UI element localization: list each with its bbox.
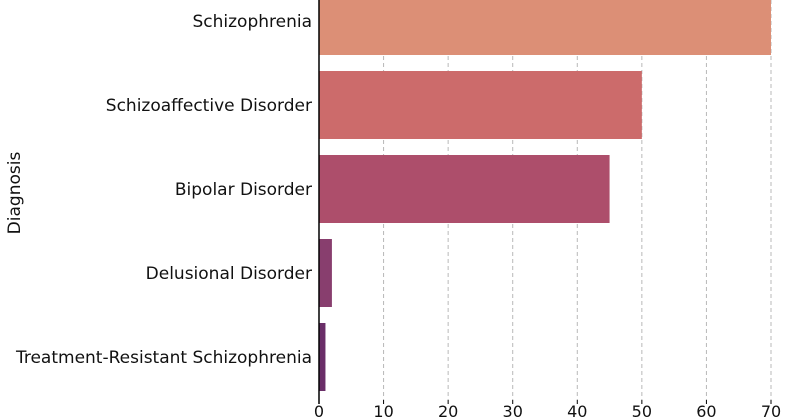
bar (319, 239, 332, 307)
bars (319, 0, 771, 391)
x-tick-label: 40 (567, 402, 587, 419)
category-label: Schizophrenia (192, 12, 312, 32)
bar (319, 71, 642, 139)
bar (319, 323, 326, 391)
y-axis-title: Diagnosis (5, 152, 25, 235)
category-labels: Schizophrenia Schizoaffective Disorder Bip… (15, 12, 312, 368)
category-label: Treatment-Resistant Schizophrenia (15, 348, 312, 368)
bar (319, 155, 610, 223)
category-label: Delusional Disorder (146, 264, 312, 284)
category-label: Schizoaffective Disorder (106, 96, 312, 116)
category-label: Bipolar Disorder (175, 180, 312, 200)
x-tick-labels: 0 10 20 30 40 50 60 70 (314, 400, 781, 419)
x-tick-label: 70 (761, 402, 781, 419)
x-tick-label: 30 (503, 402, 523, 419)
x-tick-label: 60 (696, 402, 716, 419)
x-tick-label: 10 (373, 402, 393, 419)
x-tick-label: 50 (632, 402, 652, 419)
x-tick-label: 0 (314, 402, 324, 419)
x-tick-label: 20 (438, 402, 458, 419)
bar (319, 0, 771, 55)
